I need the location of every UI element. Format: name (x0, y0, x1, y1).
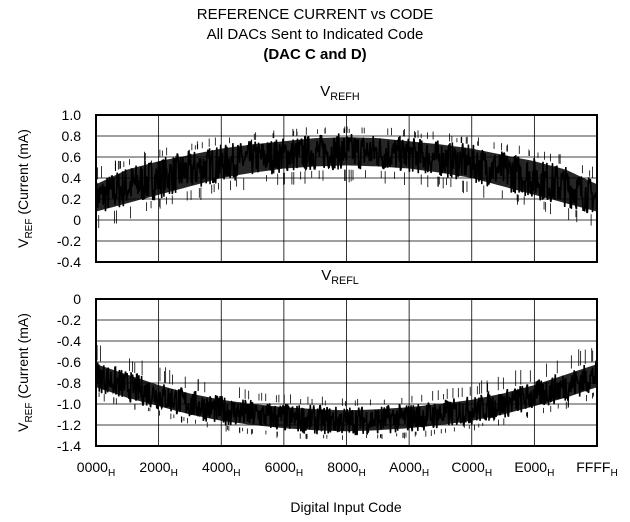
y-tick-label: -0.2 (57, 233, 81, 249)
x-tick-label: 6000H (265, 459, 303, 479)
y-tick-label: 1.0 (62, 107, 82, 123)
y-tick-label: 0.2 (62, 191, 82, 207)
chart-subtitle: All DACs Sent to Indicated Code (206, 26, 424, 43)
chart-title: REFERENCE CURRENT vs CODE (196, 6, 434, 23)
panel-title: VREFH (320, 83, 359, 103)
y-tick-label: 0 (73, 291, 81, 307)
y-tick-label: -1.0 (57, 396, 81, 412)
y-tick-label: -0.4 (57, 333, 81, 349)
x-tick-label: FFFFH (576, 459, 618, 479)
panel-title: VREFL (321, 267, 359, 287)
plot-frame (95, 114, 598, 263)
plot-frame (95, 298, 598, 447)
x-tick-label: A000H (389, 459, 429, 479)
y-tick-label: -0.2 (57, 312, 81, 328)
x-tick-label: 2000H (139, 459, 177, 479)
y-axis-label: VREF (Current (mA) (15, 129, 35, 248)
series-band (96, 137, 597, 212)
x-tick-label: 8000H (327, 459, 365, 479)
y-tick-label: 0.8 (62, 128, 82, 144)
y-tick-label: -0.8 (57, 375, 81, 391)
y-tick-label: -1.2 (57, 417, 81, 433)
x-tick-label: C000H (451, 459, 492, 479)
y-axis-label: VREF (Current (mA) (15, 313, 35, 432)
x-axis: 0000H 2000H 4000H 6000H 8000H A000H C000H E000H… (77, 459, 618, 515)
y-tick-label: -1.4 (57, 438, 81, 454)
chart-panel-vrefl: 0 -0.2 -0.4 -0.6 -0.8 -1.0 -1.2 -1.4 VREFL VREF (… (15, 267, 598, 454)
chart-panel-vrefh: 1.0 0.8 0.6 0.4 0.2 0 -0.2 -0.4 VREFH VREF (Curre… (15, 83, 598, 270)
y-tick-label: -0.6 (57, 354, 81, 370)
y-tick-label: 0 (73, 212, 81, 228)
series-band (96, 364, 597, 432)
x-tick-label: 0000H (77, 459, 115, 479)
chart-note: (DAC C and D) (263, 46, 367, 63)
y-tick-label: 0.4 (62, 170, 82, 186)
y-tick-label: -0.4 (57, 254, 81, 270)
x-tick-label: 4000H (202, 459, 240, 479)
x-tick-label: E000H (514, 459, 554, 479)
x-axis-label: Digital Input Code (290, 499, 402, 515)
y-tick-label: 0.6 (62, 149, 82, 165)
